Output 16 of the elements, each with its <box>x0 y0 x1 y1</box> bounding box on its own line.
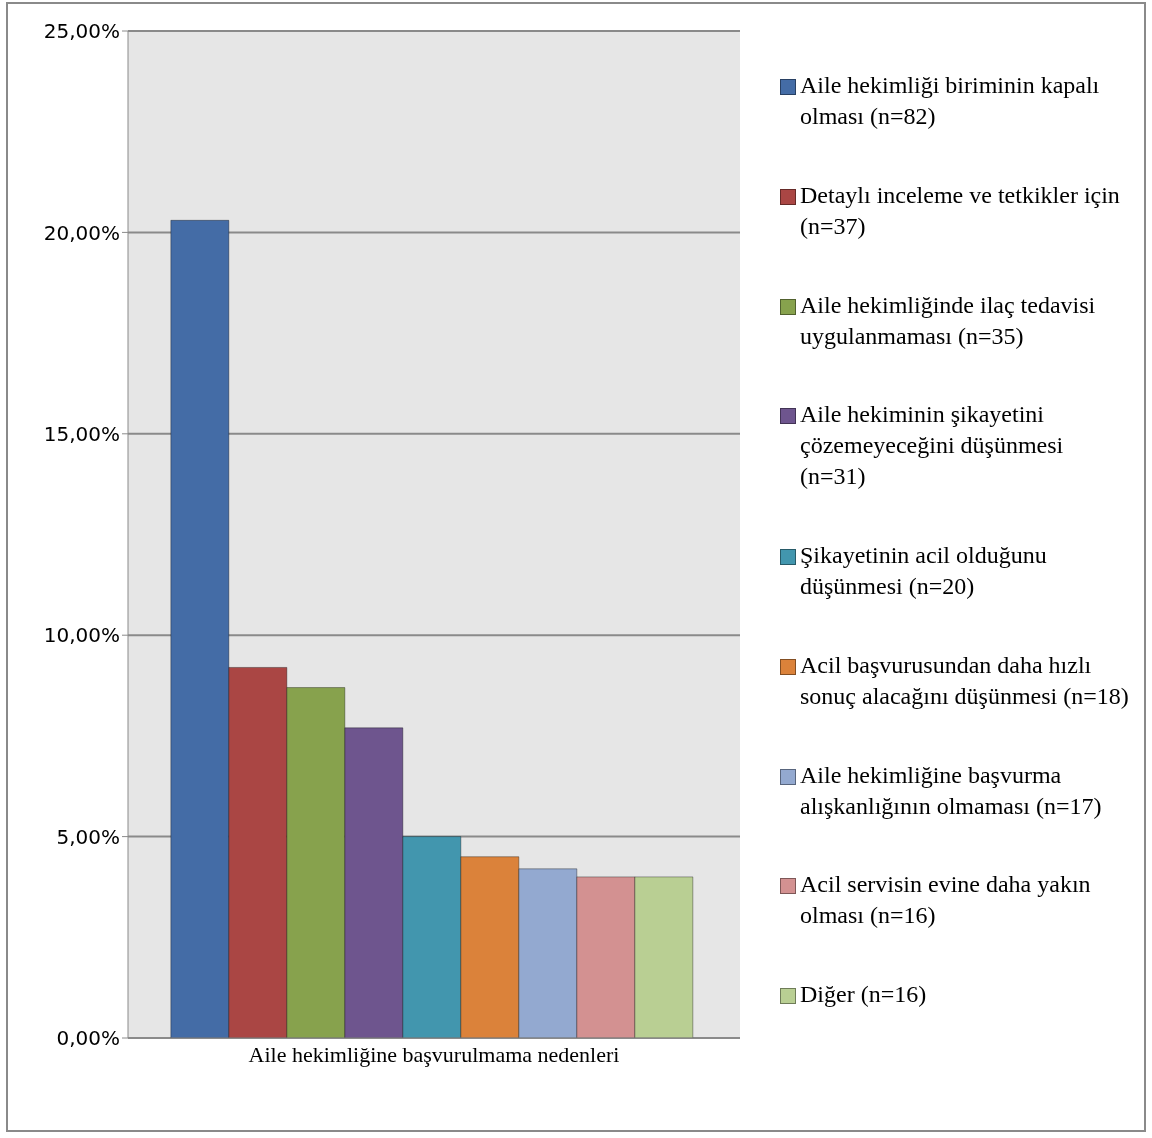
legend-label: Detaylı inceleme ve tetkikler için (n=37) <box>800 180 1121 241</box>
y-tick-label: 10,00% <box>43 623 120 648</box>
legend-label: Aile hekimliği biriminin kapalı olması (n=82) <box>800 71 1101 131</box>
legend-label: Aile hekiminin şikayetini çözemeyeceğini düşünmesi (n=31) <box>800 400 1065 492</box>
legend-label: Şikayetinin acil olduğunu düşünmesi (n=20) <box>800 541 1048 601</box>
y-tick-label: 0,00% <box>56 1026 120 1051</box>
y-tick-label: 20,00% <box>43 220 120 245</box>
legend-label: Acil başvurusundan daha hızlı sonuç alacağını düşünmesi (n=18) <box>800 650 1130 711</box>
y-tick-label: 15,00% <box>43 421 120 446</box>
y-tick-label: 5,00% <box>56 824 120 849</box>
legend-label: Aile hekimliğinde ilaç tedavisi uygulanmaması (n=35) <box>800 290 1097 351</box>
legend-label: Aile hekimliğine başvurma alışkanlığının olmaması (n=17) <box>800 760 1103 821</box>
legend-label: Diğer (n=16) <box>800 980 927 1009</box>
legend-label: Acil servisin evine daha yakın olması (n=16) <box>800 870 1092 931</box>
x-tick-label: Aile hekimliğine başvurulmama nedenleri <box>248 1041 620 1067</box>
y-tick-label: 25,00% <box>43 19 120 44</box>
